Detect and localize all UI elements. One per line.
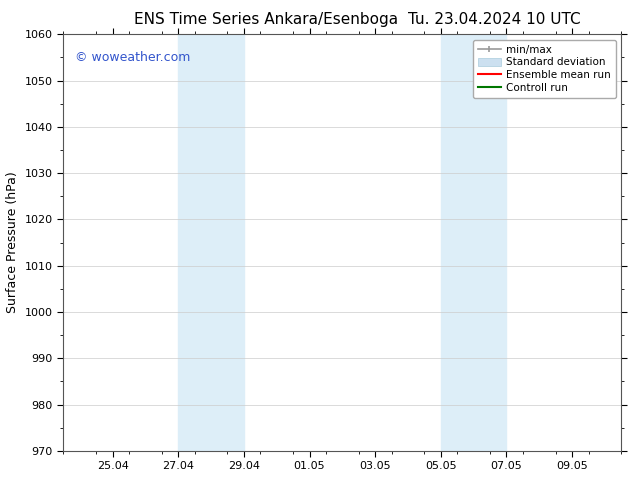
Text: ENS Time Series Ankara/Esenboga: ENS Time Series Ankara/Esenboga bbox=[134, 12, 398, 27]
Bar bbox=[178, 34, 244, 451]
Y-axis label: Surface Pressure (hPa): Surface Pressure (hPa) bbox=[6, 172, 19, 314]
Text: © woweather.com: © woweather.com bbox=[75, 51, 190, 64]
Text: Tu. 23.04.2024 10 UTC: Tu. 23.04.2024 10 UTC bbox=[408, 12, 581, 27]
Legend: min/max, Standard deviation, Ensemble mean run, Controll run: min/max, Standard deviation, Ensemble me… bbox=[473, 40, 616, 98]
Bar bbox=[441, 34, 507, 451]
